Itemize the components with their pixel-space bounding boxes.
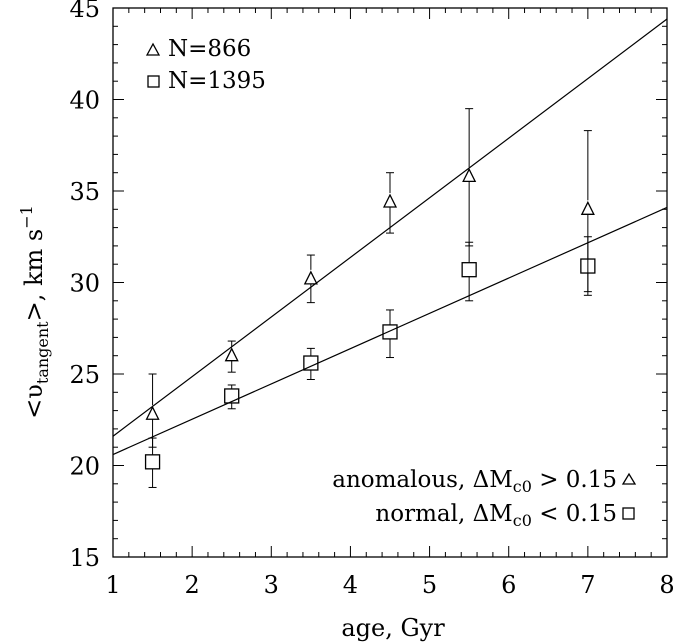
y-tick-label: 25 [69,361,100,389]
point-square [461,262,477,278]
y-tick-label: 20 [69,453,100,481]
y-axis-label-superscript: −1 [17,205,36,229]
point-triangle [224,347,239,362]
point-square [303,355,319,371]
point-square [382,324,398,340]
point-triangle [303,270,318,285]
fit-line-normal [112,206,668,456]
x-tick-label: 3 [264,571,279,599]
y-tick-label: 45 [69,0,100,23]
annotation-triangle-icon [621,472,637,485]
annotation-anomalous: anomalous, ΔMc0 > 0.15 [332,467,637,496]
legend-label-anomalous: N=866 [168,36,251,62]
legend-entry-triangle: N=866 [145,36,251,62]
point-triangle [145,405,160,420]
error-bars [148,108,592,488]
y-axis-label-prefix: <υ [20,384,48,419]
legend-label-normal: N=1395 [168,68,266,94]
y-axis-label: <υtangent>, km s−1 [17,205,52,419]
y-tick-label: 15 [69,544,100,572]
point-square [144,454,161,470]
annotation-anomalous-text: anomalous, ΔMc0 > 0.15 [332,467,617,496]
x-tick-label: 7 [580,571,595,599]
y-tick-label: 40 [69,87,100,115]
annotations: anomalous, ΔMc0 > 0.15 normal, ΔMc0 < 0.… [332,467,637,530]
y-tick-label: 30 [69,270,100,298]
legend-entry-square: N=1395 [147,68,266,94]
y-axis-label-subscript: tangent [33,321,52,384]
point-triangle [382,193,398,208]
x-tick-label: 8 [659,571,674,599]
point-triangle [462,167,477,183]
point-square [580,258,596,274]
x-axis-ticks: 1 2 3 4 5 6 7 8 [105,8,675,599]
annotation-normal-text: normal, ΔMc0 < 0.15 [375,501,617,530]
x-tick-label: 6 [501,571,516,599]
x-axis-label: age, Gyr [341,614,445,642]
y-axis-label-suffix: >, km s [20,229,48,322]
legend-square-icon [147,75,160,88]
data-markers [144,167,596,470]
annotation-normal: normal, ΔMc0 < 0.15 [375,501,635,530]
point-square [224,388,240,404]
x-tick-label: 4 [343,571,358,599]
legend-triangle-icon [145,42,161,56]
x-tick-label: 2 [185,571,200,599]
legend: N=866 N=1395 [145,36,266,94]
x-tick-label: 5 [422,571,437,599]
x-tick-label: 1 [105,571,120,599]
point-triangle [580,200,595,215]
y-axis-ticks: 15 20 25 30 35 40 45 [69,0,667,572]
y-tick-label: 35 [69,178,100,206]
annotation-square-icon [622,507,635,520]
